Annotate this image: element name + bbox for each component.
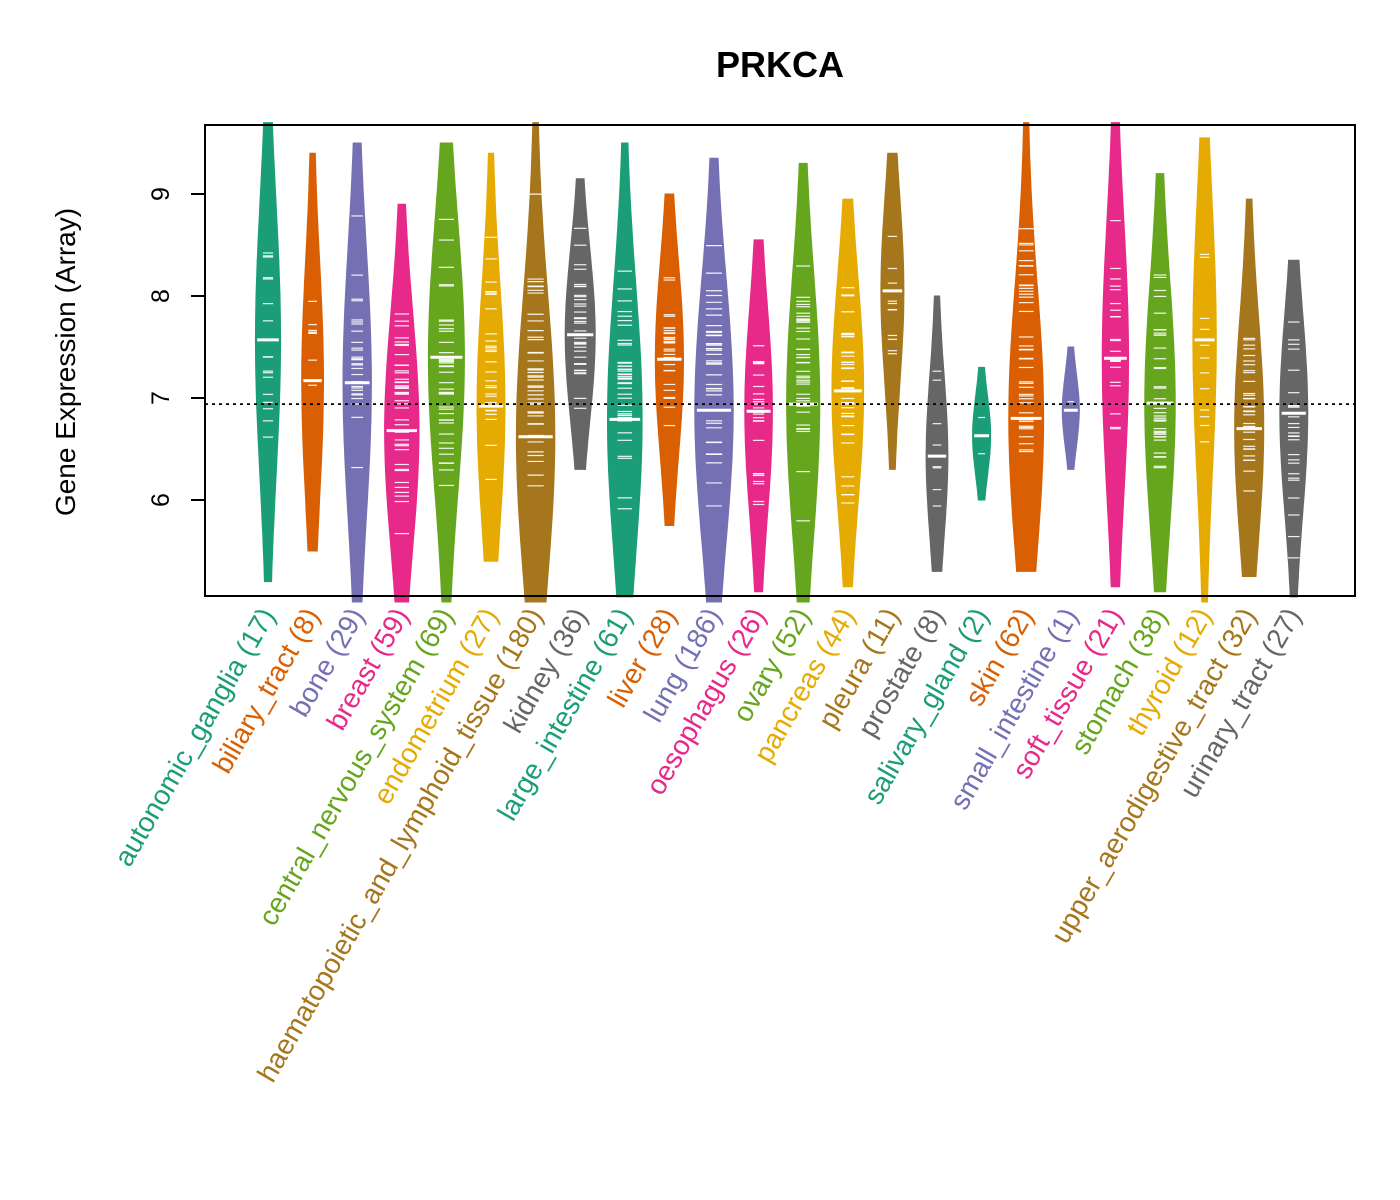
y-axis: 6 7 8 9 xyxy=(147,187,205,507)
x-axis-labels: autonomic_ganglia (17)biliary_tract (8)b… xyxy=(108,603,1307,1088)
plot-frame xyxy=(204,124,1356,597)
chart-title: PRKCA xyxy=(716,44,844,85)
y-tick-label: 7 xyxy=(147,391,175,405)
y-axis-label: Gene Expression (Array) xyxy=(50,208,81,516)
violins xyxy=(254,122,1309,603)
y-tick-label: 6 xyxy=(147,493,175,507)
y-tick-label: 9 xyxy=(147,187,175,201)
y-tick-label: 8 xyxy=(147,289,175,303)
